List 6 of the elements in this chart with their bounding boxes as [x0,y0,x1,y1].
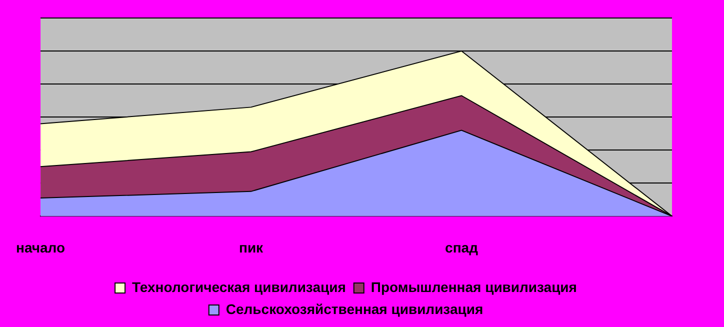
x-tick-label: начало [16,239,66,256]
legend-label: Промышленная цивилизация [370,278,577,295]
legend-label: Технологическая цивилизация [132,278,346,295]
x-tick-label: спад [445,239,478,256]
legend-label: Сельскохозяйственная цивилизация [226,300,484,317]
x-tick-label: пик [238,239,264,256]
